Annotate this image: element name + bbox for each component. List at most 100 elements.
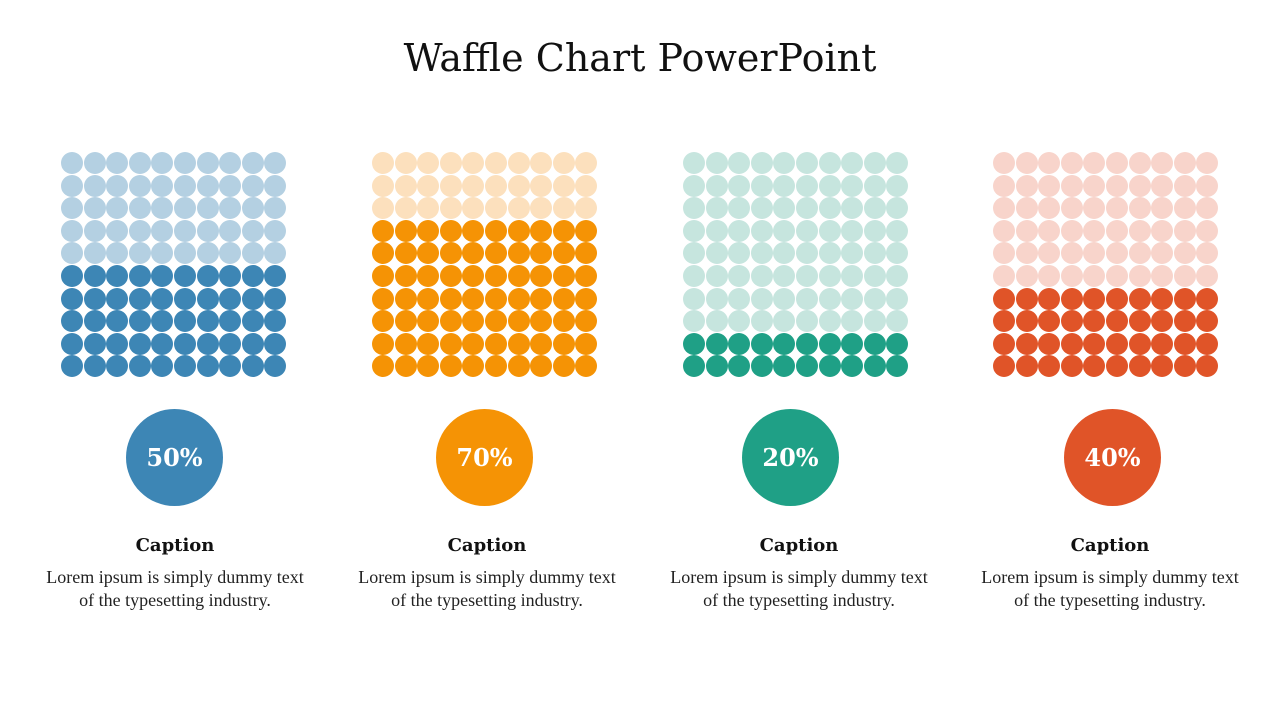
waffle-dot-empty <box>1106 219 1128 242</box>
waffle-dot-empty <box>683 152 705 174</box>
waffle-dot-empty <box>683 310 705 333</box>
waffle-dot-filled <box>993 287 1015 310</box>
waffle-dot-filled <box>1083 310 1106 333</box>
waffle-dot-empty <box>683 287 705 310</box>
waffle-dot-empty <box>841 152 864 174</box>
waffle-grid <box>993 152 1221 380</box>
waffle-dot-empty <box>196 242 219 265</box>
waffle-dot-empty <box>264 219 287 242</box>
waffle-dot-filled <box>575 332 598 355</box>
waffle-dot-filled <box>151 265 174 287</box>
waffle-dot-filled <box>1038 355 1061 378</box>
waffle-dot-filled <box>530 332 553 355</box>
waffle-dot-filled <box>530 287 553 310</box>
waffle-dot-empty <box>750 174 773 197</box>
waffle-dot-empty <box>841 287 864 310</box>
waffle-dot-filled <box>575 265 598 287</box>
waffle-dot-empty <box>728 152 751 174</box>
waffle-dot-empty <box>728 174 751 197</box>
percent-badge: 50% <box>126 409 223 506</box>
waffle-dot-filled <box>417 219 440 242</box>
waffle-dot-filled <box>750 332 773 355</box>
waffle-dot-empty <box>264 174 287 197</box>
waffle-dot-filled <box>750 355 773 378</box>
waffle-dot-filled <box>863 332 886 355</box>
waffle-dot-filled <box>61 355 83 378</box>
waffle-dot-empty <box>1038 219 1061 242</box>
waffle-dot-filled <box>507 265 530 287</box>
waffle-dot-empty <box>863 287 886 310</box>
waffle-dot-filled <box>1083 287 1106 310</box>
waffle-dot-empty <box>886 242 909 265</box>
waffle-dot-empty <box>151 197 174 220</box>
waffle-dot-empty <box>241 152 264 174</box>
waffle-dot-filled <box>1083 332 1106 355</box>
waffle-dot-empty <box>1060 265 1083 287</box>
waffle-dot-empty <box>196 219 219 242</box>
waffle-dot-filled <box>1106 332 1128 355</box>
waffle-dot-filled <box>61 332 83 355</box>
waffle-dot-filled <box>1106 310 1128 333</box>
waffle-dot-filled <box>705 355 728 378</box>
waffle-dot-filled <box>394 219 417 242</box>
waffle-dot-filled <box>507 310 530 333</box>
waffle-dot-filled <box>394 242 417 265</box>
waffle-dot-filled <box>83 287 106 310</box>
waffle-dot-empty <box>818 242 841 265</box>
waffle-dot-filled <box>552 242 575 265</box>
waffle-dot-filled <box>83 332 106 355</box>
waffle-dot-empty <box>863 197 886 220</box>
waffle-dot-filled <box>1038 332 1061 355</box>
waffle-dot-filled <box>264 310 287 333</box>
waffle-dot-empty <box>530 197 553 220</box>
waffle-dot-filled <box>417 265 440 287</box>
waffle-dot-empty <box>773 219 796 242</box>
waffle-dot-empty <box>106 152 129 174</box>
waffle-dot-empty <box>507 197 530 220</box>
waffle-dot-empty <box>863 174 886 197</box>
waffle-dot-filled <box>485 287 507 310</box>
waffle-dot-empty <box>507 174 530 197</box>
waffle-dot-empty <box>750 242 773 265</box>
waffle-dot-filled <box>575 355 598 378</box>
waffle-dot-empty <box>1196 265 1219 287</box>
waffle-dot-empty <box>1151 197 1174 220</box>
waffle-dot-empty <box>728 310 751 333</box>
waffle-dot-empty <box>439 152 462 174</box>
waffle-dot-empty <box>1060 242 1083 265</box>
waffle-dot-empty <box>128 219 151 242</box>
slide-title: Waffle Chart PowerPoint <box>403 36 877 80</box>
waffle-dot-empty <box>174 242 196 265</box>
waffle-panel-4: 40% Caption Lorem ipsum is simply dummy … <box>981 0 1280 720</box>
waffle-dot-empty <box>683 219 705 242</box>
waffle-dot-filled <box>219 332 242 355</box>
waffle-dot-empty <box>1173 265 1196 287</box>
waffle-grid <box>61 152 289 380</box>
waffle-dot-filled <box>1060 310 1083 333</box>
waffle-dot-filled <box>128 287 151 310</box>
waffle-dot-empty <box>705 197 728 220</box>
waffle-dot-empty <box>1060 219 1083 242</box>
waffle-dot-empty <box>841 242 864 265</box>
waffle-dot-empty <box>1083 242 1106 265</box>
waffle-dot-empty <box>241 219 264 242</box>
waffle-dot-filled <box>507 242 530 265</box>
waffle-dot-filled <box>394 355 417 378</box>
waffle-dot-empty <box>151 152 174 174</box>
waffle-dot-empty <box>886 152 909 174</box>
waffle-dot-empty <box>1083 174 1106 197</box>
waffle-dot-empty <box>1015 219 1038 242</box>
waffle-dot-filled <box>1151 287 1174 310</box>
waffle-dot-filled <box>705 332 728 355</box>
waffle-dot-empty <box>1128 265 1151 287</box>
caption-title: Caption <box>759 535 839 556</box>
waffle-dot-empty <box>728 242 751 265</box>
waffle-dot-filled <box>1196 355 1219 378</box>
waffle-dot-empty <box>1060 152 1083 174</box>
waffle-dot-filled <box>61 265 83 287</box>
waffle-dot-filled <box>728 355 751 378</box>
waffle-dot-empty <box>264 197 287 220</box>
waffle-dot-filled <box>174 355 196 378</box>
waffle-dot-filled <box>818 332 841 355</box>
waffle-dot-filled <box>993 332 1015 355</box>
